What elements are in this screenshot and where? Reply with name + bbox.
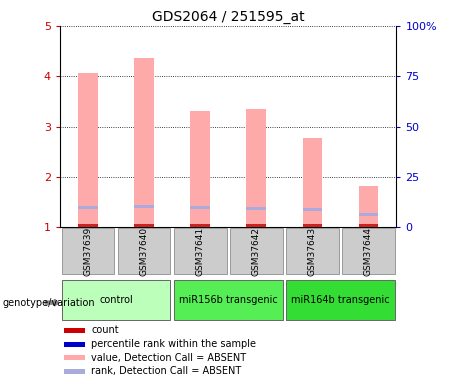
Title: GDS2064 / 251595_at: GDS2064 / 251595_at (152, 10, 305, 24)
Bar (134, 58, 154, 227)
Bar (78, 224, 98, 227)
Bar (302, 208, 322, 211)
Bar (247, 109, 266, 227)
Bar (64, 342, 85, 346)
Text: miR164b transgenic: miR164b transgenic (291, 295, 390, 305)
Text: miR156b transgenic: miR156b transgenic (179, 295, 278, 305)
Bar (190, 206, 210, 209)
Bar (247, 207, 266, 210)
FancyBboxPatch shape (62, 280, 171, 320)
Text: GSM37643: GSM37643 (308, 226, 317, 276)
Text: genotype/variation: genotype/variation (2, 298, 95, 307)
Bar (64, 355, 85, 360)
Text: GSM37639: GSM37639 (83, 226, 93, 276)
Bar (190, 111, 210, 227)
Text: value, Detection Call = ABSENT: value, Detection Call = ABSENT (91, 353, 246, 363)
FancyBboxPatch shape (174, 280, 283, 320)
Bar (64, 328, 85, 333)
Bar (302, 224, 322, 227)
Bar (359, 224, 378, 227)
Bar (302, 138, 322, 227)
FancyBboxPatch shape (286, 280, 395, 320)
Bar (359, 186, 378, 227)
Bar (64, 369, 85, 374)
Text: GSM37644: GSM37644 (364, 227, 373, 276)
FancyBboxPatch shape (174, 228, 226, 274)
Text: count: count (91, 326, 119, 336)
Text: rank, Detection Call = ABSENT: rank, Detection Call = ABSENT (91, 366, 242, 375)
Bar (134, 224, 154, 227)
Bar (134, 206, 154, 208)
FancyBboxPatch shape (62, 228, 114, 274)
FancyBboxPatch shape (286, 228, 339, 274)
Text: GSM37640: GSM37640 (140, 226, 148, 276)
FancyBboxPatch shape (342, 228, 395, 274)
Bar (359, 213, 378, 216)
Text: GSM37641: GSM37641 (195, 226, 205, 276)
Bar (78, 73, 98, 227)
Text: GSM37642: GSM37642 (252, 227, 261, 276)
Text: percentile rank within the sample: percentile rank within the sample (91, 339, 256, 349)
FancyBboxPatch shape (230, 228, 283, 274)
Text: control: control (99, 295, 133, 305)
Bar (78, 206, 98, 209)
Bar (190, 224, 210, 227)
FancyBboxPatch shape (118, 228, 171, 274)
Bar (247, 224, 266, 227)
